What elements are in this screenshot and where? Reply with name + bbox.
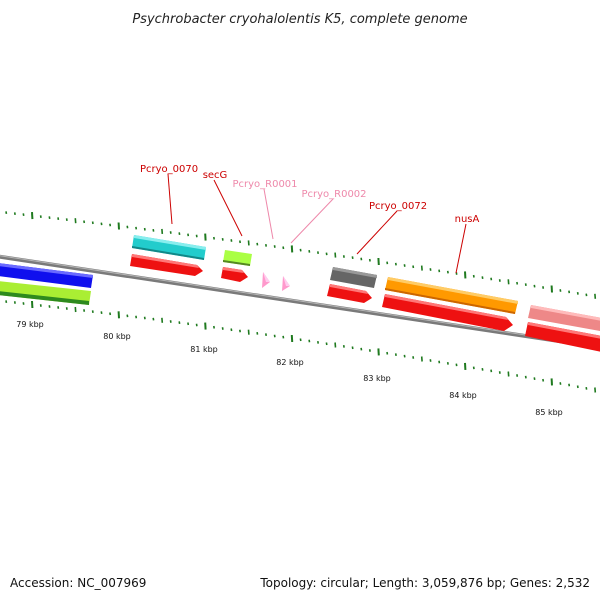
- genome-backbone: [0, 254, 600, 350]
- cds-arrow-pcryo-0070[interactable]: [130, 254, 203, 276]
- lower-tick-track: [5, 300, 597, 393]
- gene-label-pcryo-r0002[interactable]: Pcryo_R0002: [301, 189, 366, 200]
- gene-feature[interactable]: [0, 281, 91, 305]
- scale-label: 79 kbp: [16, 320, 44, 329]
- gene-feature-secg[interactable]: [223, 250, 252, 266]
- label-leader-line: [455, 223, 467, 274]
- label-leader-line: [263, 188, 274, 240]
- scale-label: 82 kbp: [276, 358, 304, 367]
- map-title: Psychrobacter cryohalolentis K5, complet…: [132, 12, 467, 27]
- scale-label: 80 kbp: [103, 332, 131, 341]
- gene-label-pcryo-0072[interactable]: Pcryo_0072: [369, 201, 427, 212]
- label-leader-line: [167, 173, 173, 225]
- cds-arrow[interactable]: [525, 322, 600, 352]
- gene-feature[interactable]: [0, 263, 93, 288]
- scale-label: 85 kbp: [535, 408, 563, 417]
- genome-summary-text: Topology: circular; Length: 3,059,876 bp…: [259, 576, 590, 590]
- gene-label-pcryo-r0001[interactable]: Pcryo_R0001: [232, 179, 297, 190]
- gene-feature[interactable]: [528, 305, 600, 331]
- scale-labels: 79 kbp 80 kbp 81 kbp 82 kbp 83 kbp 84 kb…: [16, 320, 563, 417]
- label-leader-line: [290, 198, 334, 244]
- upper-tick-track: [5, 211, 597, 299]
- cds-arrow-pcryo-0072[interactable]: [327, 284, 372, 303]
- label-leader-line: [356, 210, 398, 255]
- gene-feature-nusa[interactable]: [385, 277, 518, 314]
- gene-feature-pcryo-0072[interactable]: [330, 267, 377, 288]
- gene-label-pcryo-0070[interactable]: Pcryo_0070: [140, 164, 198, 175]
- cds-arrow-secg[interactable]: [221, 267, 248, 282]
- gene-feature-pcryo-0070[interactable]: [132, 235, 206, 260]
- label-leader-line: [213, 179, 243, 237]
- rna-arrow-pcryo-r0002[interactable]: [282, 276, 290, 291]
- cds-arrow-nusa[interactable]: [382, 294, 513, 331]
- accession-text: Accession: NC_007969: [10, 576, 146, 590]
- gene-label-nusa[interactable]: nusA: [455, 214, 480, 225]
- scale-label: 83 kbp: [363, 374, 391, 383]
- gene-label-secg[interactable]: secG: [203, 170, 228, 181]
- rna-arrow-pcryo-r0001[interactable]: [262, 272, 270, 288]
- genome-backbone-highlight: [0, 255, 600, 347]
- scale-label: 84 kbp: [449, 391, 477, 400]
- scale-label: 81 kbp: [190, 345, 218, 354]
